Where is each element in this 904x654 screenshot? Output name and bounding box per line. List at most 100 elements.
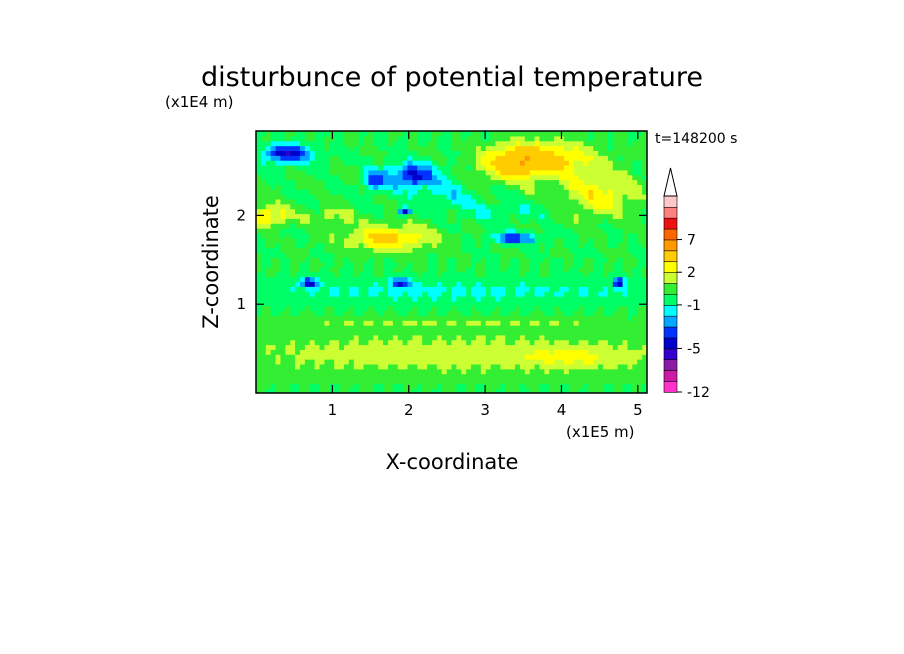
- contour-cell: [422, 286, 428, 292]
- contour-cell: [339, 242, 345, 249]
- contour-cell: [265, 354, 272, 360]
- contour-cell: [314, 232, 321, 239]
- contour-cell: [270, 228, 277, 234]
- contour-cell: [573, 300, 580, 307]
- contour-cell: [260, 208, 267, 215]
- contour-cell: [617, 208, 624, 215]
- contour-cell: [299, 295, 306, 302]
- contour-cell: [632, 373, 638, 380]
- contour-cell: [299, 383, 306, 389]
- contour-cell: [539, 150, 545, 156]
- contour-cell: [554, 223, 560, 229]
- contour-cell: [554, 383, 560, 389]
- contour-cell: [549, 262, 555, 268]
- contour-cell: [446, 359, 453, 365]
- contour-cell: [554, 339, 560, 346]
- contour-cell: [348, 174, 355, 181]
- contour-cell: [446, 281, 453, 287]
- contour-cell: [495, 155, 501, 161]
- contour-cell: [299, 164, 306, 171]
- contour-cell: [412, 320, 418, 326]
- contour-cell: [554, 232, 560, 239]
- contour-cell: [603, 295, 609, 302]
- contour-cell: [265, 164, 272, 171]
- contour-cell: [348, 164, 355, 171]
- contour-cell: [519, 155, 526, 161]
- contour-cell: [515, 325, 521, 331]
- contour-cell: [563, 257, 570, 263]
- contour-cell: [314, 262, 321, 268]
- contour-cell: [559, 184, 565, 190]
- contour-cell: [598, 179, 604, 185]
- contour-cell: [260, 325, 267, 331]
- contour-cell: [490, 266, 497, 273]
- contour-cell: [490, 184, 497, 190]
- contour-cell: [295, 310, 301, 316]
- contour-cell: [495, 291, 501, 297]
- contour-cell: [632, 363, 638, 370]
- contour-cell: [632, 383, 638, 389]
- contour-cell: [524, 363, 531, 370]
- contour-cell: [427, 276, 433, 283]
- contour-cell: [559, 262, 565, 268]
- contour-cell: [275, 208, 282, 215]
- contour-cell: [583, 228, 589, 234]
- contour-cell: [500, 310, 506, 316]
- contour-cell: [475, 208, 482, 215]
- contour-cell: [280, 208, 286, 215]
- contour-cell: [422, 194, 428, 200]
- contour-cell: [260, 291, 267, 297]
- contour-cell: [295, 339, 301, 346]
- contour-cell: [471, 388, 477, 393]
- contour-cell: [329, 295, 335, 302]
- contour-cell: [632, 208, 638, 215]
- contour-cell: [515, 228, 521, 234]
- contour-cell: [256, 160, 262, 166]
- contour-cell: [612, 286, 619, 292]
- contour-cell: [304, 368, 311, 375]
- contour-cell: [529, 271, 536, 278]
- contour-cell: [280, 315, 286, 321]
- contour-cell: [427, 329, 433, 336]
- contour-cell: [617, 213, 624, 219]
- contour-cell: [392, 150, 399, 156]
- contour-cell: [515, 131, 521, 137]
- contour-cell: [417, 286, 423, 292]
- contour-cell: [539, 208, 545, 215]
- contour-cell: [583, 194, 589, 200]
- contour-cell: [353, 266, 360, 273]
- contour-cell: [412, 242, 418, 249]
- contour-cell: [573, 383, 580, 389]
- contour-cell: [456, 194, 462, 200]
- contour-cell: [309, 315, 316, 321]
- contour-cell: [378, 252, 384, 258]
- contour-cell: [485, 325, 492, 331]
- contour-cell: [285, 334, 291, 341]
- contour-cell: [461, 310, 467, 316]
- contour-cell: [607, 315, 614, 321]
- contour-cell: [539, 349, 545, 355]
- contour-cell: [343, 295, 350, 302]
- contour-cell: [632, 329, 638, 336]
- contour-cell: [583, 305, 589, 312]
- contour-cell: [515, 305, 521, 312]
- contour-cell: [544, 271, 550, 278]
- contour-cell: [299, 174, 306, 181]
- contour-cell: [412, 295, 418, 302]
- contour-cell: [485, 203, 492, 210]
- contour-cell: [256, 155, 262, 161]
- contour-cell: [529, 198, 536, 205]
- contour-cell: [588, 247, 594, 253]
- contour-cell: [412, 363, 418, 370]
- contour-cell: [603, 300, 609, 307]
- contour-cell: [280, 305, 286, 312]
- contour-cell: [368, 334, 374, 341]
- contour-cell: [339, 150, 345, 156]
- contour-cell: [554, 363, 560, 370]
- contour-cell: [549, 131, 555, 137]
- contour-cell: [368, 213, 374, 219]
- contour-cell: [319, 334, 326, 341]
- contour-cell: [563, 169, 570, 176]
- contour-cell: [392, 291, 399, 297]
- contour-cell: [383, 218, 389, 224]
